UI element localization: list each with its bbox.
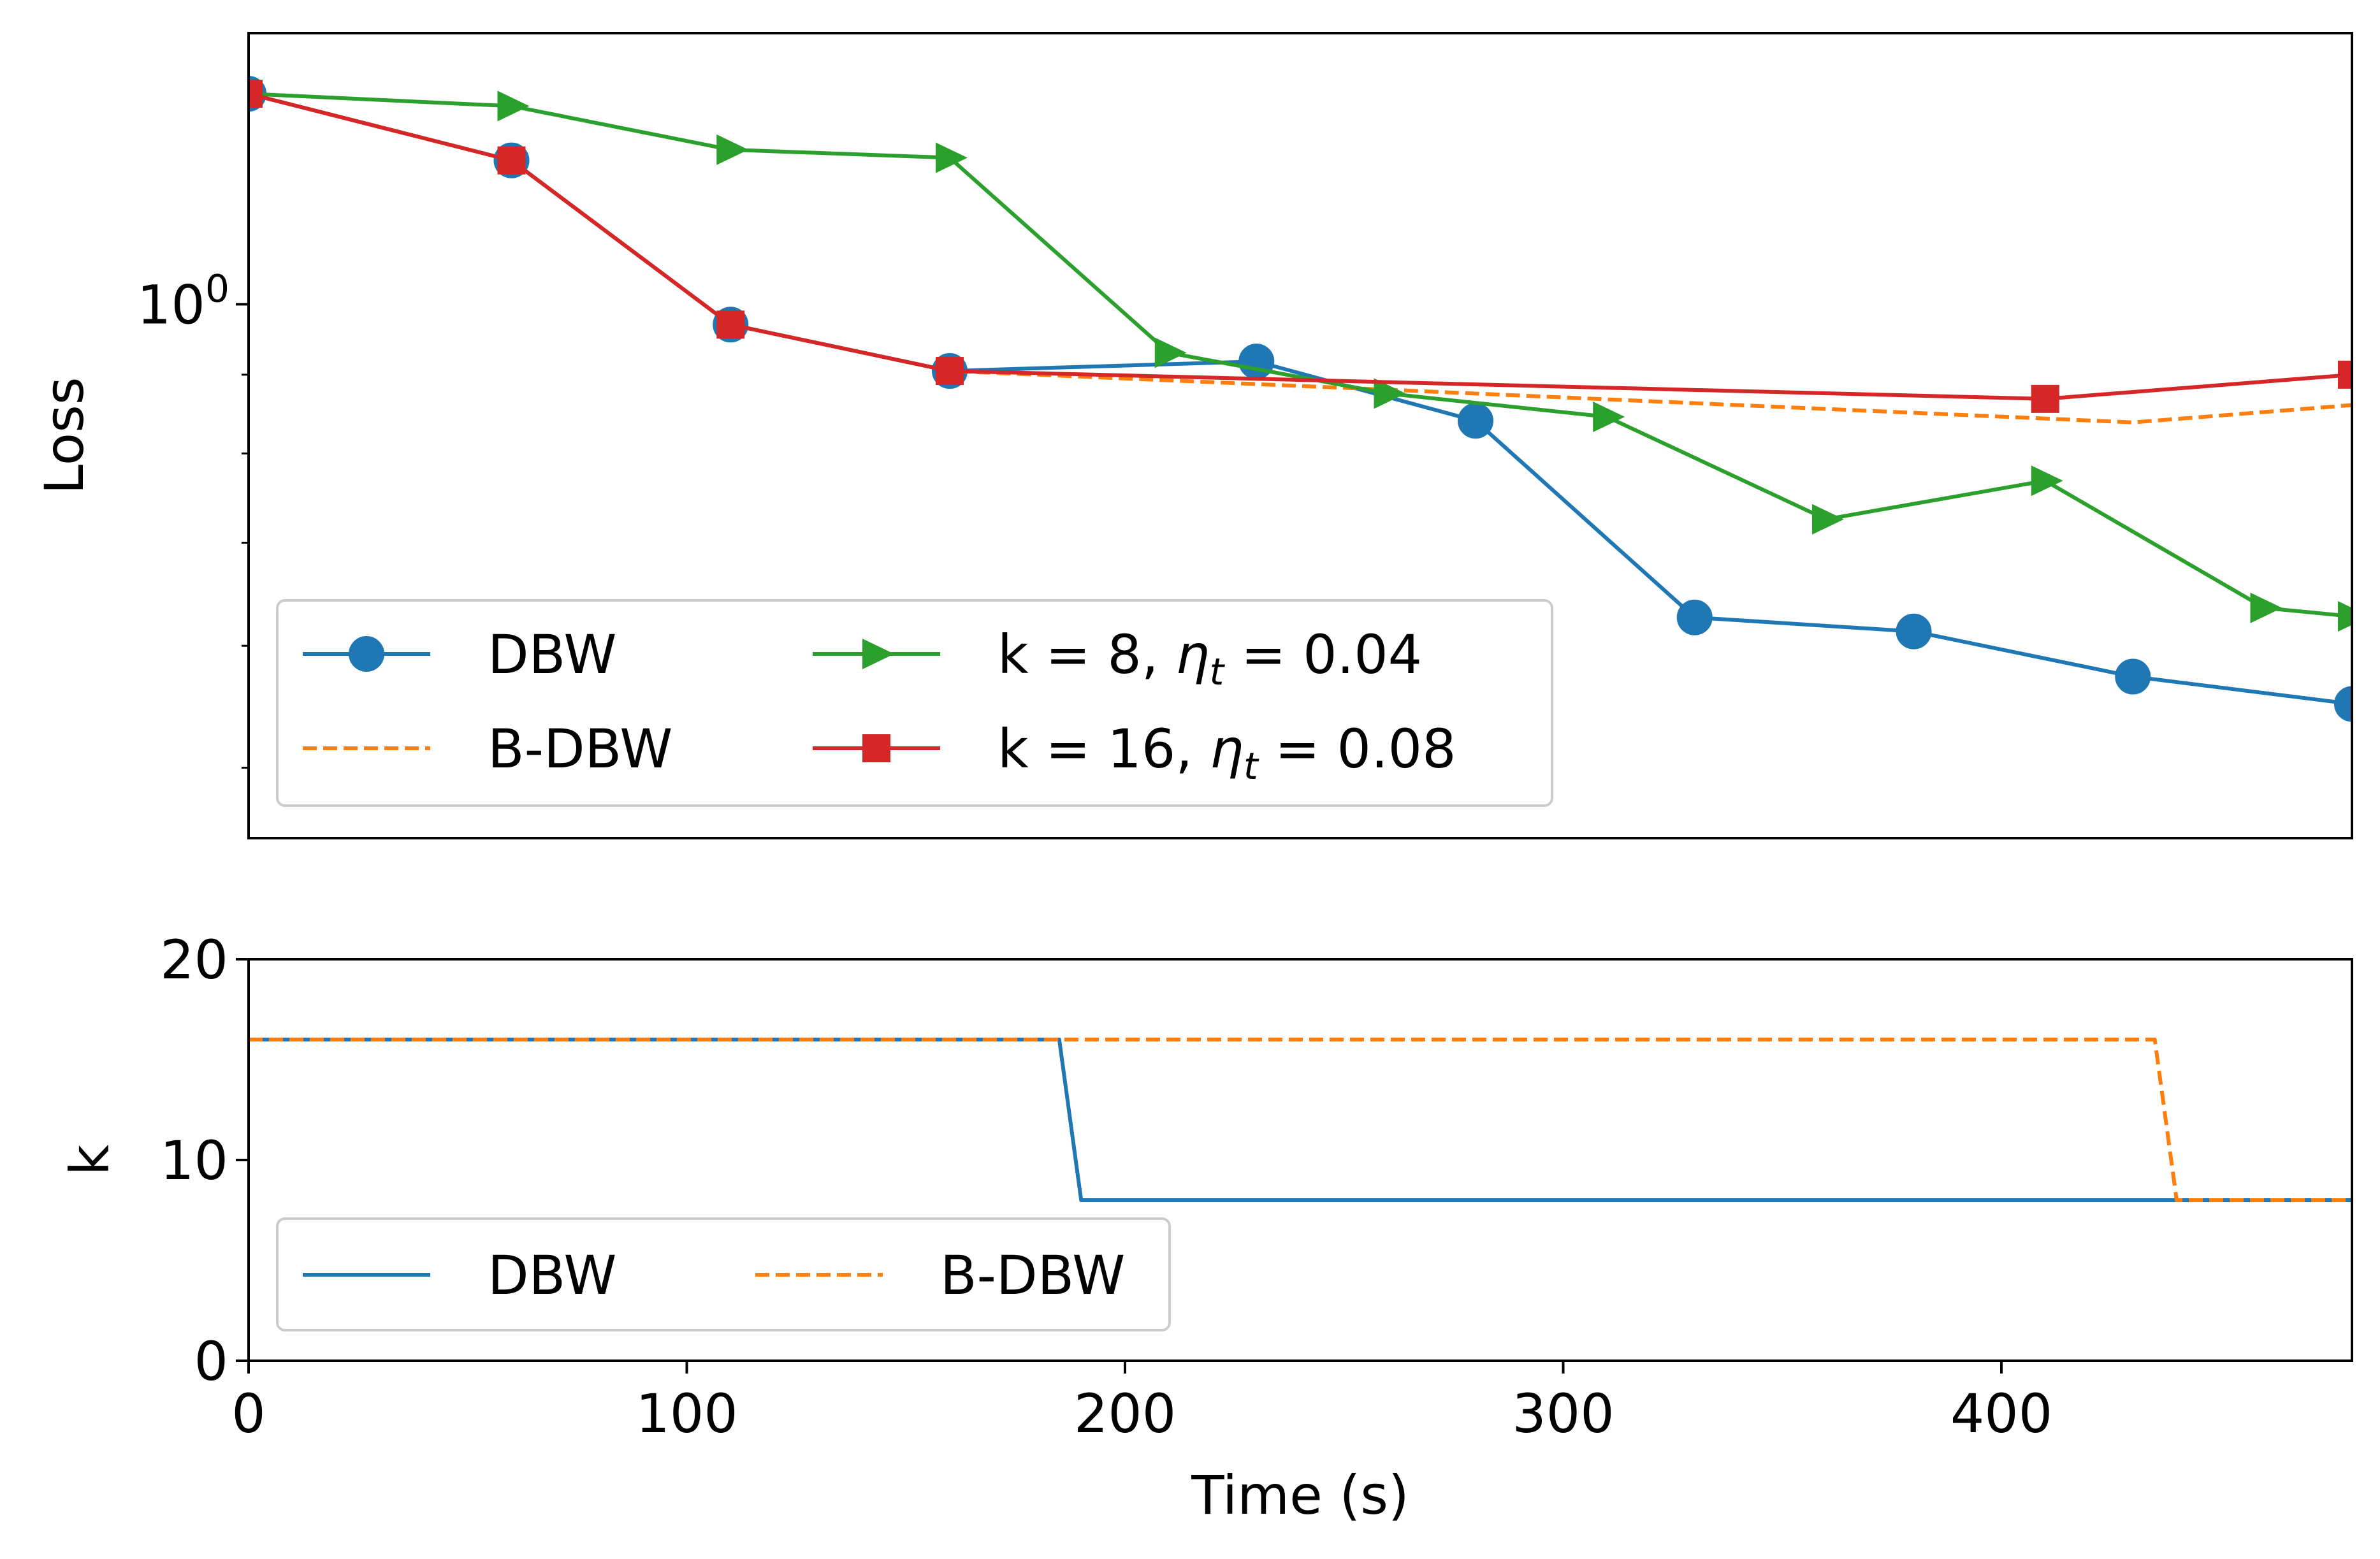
legend-label-dbw: DBW	[488, 623, 616, 686]
data-point-k-16-t-0-08	[497, 146, 526, 175]
legend-label-symbol: η	[1210, 718, 1244, 780]
y-axis-label: Loss	[33, 377, 96, 494]
x-tick-label: 100	[635, 1382, 737, 1445]
data-point-dbw	[2334, 686, 2352, 722]
y-tick-label-exponent: 0	[205, 266, 229, 311]
x-tick-label: 200	[1074, 1382, 1176, 1445]
legend-label-subscript: t	[1244, 744, 1259, 788]
data-point-k-8-t-0-04	[2250, 592, 2282, 623]
x-tick-label: 0	[231, 1382, 265, 1445]
k-y-tick-label: 20	[160, 929, 228, 991]
data-point-dbw	[1676, 599, 1713, 635]
data-point-k-16-t-0-08	[936, 357, 964, 386]
legend-marker-k-16-t-0-08	[862, 734, 890, 762]
k-axis-label: k	[59, 1144, 121, 1175]
k-series-line-dbw	[249, 1038, 2352, 1202]
data-point-k-8-t-0-04	[1593, 402, 1625, 433]
loss-axes-frame	[247, 32, 2353, 839]
k-legend: DBW B-DBW	[276, 1217, 1171, 1331]
x-tick-label: 300	[1512, 1382, 1614, 1445]
data-point-k-8-t-0-04	[2031, 465, 2063, 497]
loss-series-group	[249, 76, 2352, 722]
legend-label-symbol: η	[1175, 623, 1209, 686]
legend-box	[276, 599, 1553, 807]
data-point-k-8-t-0-04	[716, 134, 749, 165]
k-legend-box	[276, 1217, 1171, 1331]
data-point-k-16-t-0-08	[2338, 360, 2352, 389]
legend-label-k-8-t-0-04: k = 8, ηt = 0.04	[998, 623, 1422, 693]
data-point-k-8-t-0-04	[1154, 337, 1187, 368]
data-point-k-16-t-0-08	[249, 80, 263, 108]
legend-marker-k-8-t-0-04	[862, 639, 894, 669]
y-tick-label: 100	[137, 266, 229, 336]
data-point-dbw	[1896, 613, 1932, 649]
data-point-k-16-t-0-08	[716, 310, 745, 339]
data-point-k-8-t-0-04	[1812, 504, 1844, 535]
data-point-k-8-t-0-04	[2338, 601, 2352, 632]
data-point-k-16-t-0-08	[2031, 384, 2059, 413]
data-point-k-8-t-0-04	[1374, 378, 1406, 409]
legend-label-b-dbw: B-DBW	[488, 718, 672, 780]
k-legend-label-dbw: DBW	[488, 1244, 616, 1307]
legend-label-suffix: = 0.04	[1224, 623, 1422, 686]
data-point-k-8-t-0-04	[497, 91, 530, 122]
data-point-k-8-t-0-04	[936, 142, 968, 173]
legend-label-suffix: = 0.08	[1258, 718, 1456, 780]
series-line-k-16-t-0-08	[249, 92, 2352, 401]
legend-label-k-16-t-0-08: k = 16, ηt = 0.08	[998, 718, 1456, 788]
data-point-dbw	[1458, 403, 1493, 439]
data-point-dbw	[1238, 344, 1275, 380]
x-tick-label: 400	[1950, 1382, 2052, 1445]
legend-label-prefix: k = 16,	[998, 718, 1210, 780]
k-legend-label-b-dbw: B-DBW	[940, 1244, 1125, 1307]
data-point-dbw	[2115, 658, 2151, 695]
legend-label-subscript: t	[1210, 650, 1226, 693]
x-axis-label: Time (s)	[1191, 1464, 1409, 1526]
k-series-line-b-dbw	[249, 1038, 2352, 1202]
y-tick-label-base: 10	[137, 273, 205, 336]
legend-label-prefix: k = 8,	[998, 623, 1175, 686]
k-y-tick-label: 10	[160, 1129, 228, 1192]
legend-marker-dbw	[349, 636, 384, 672]
k-y-tick-label: 0	[194, 1330, 228, 1393]
